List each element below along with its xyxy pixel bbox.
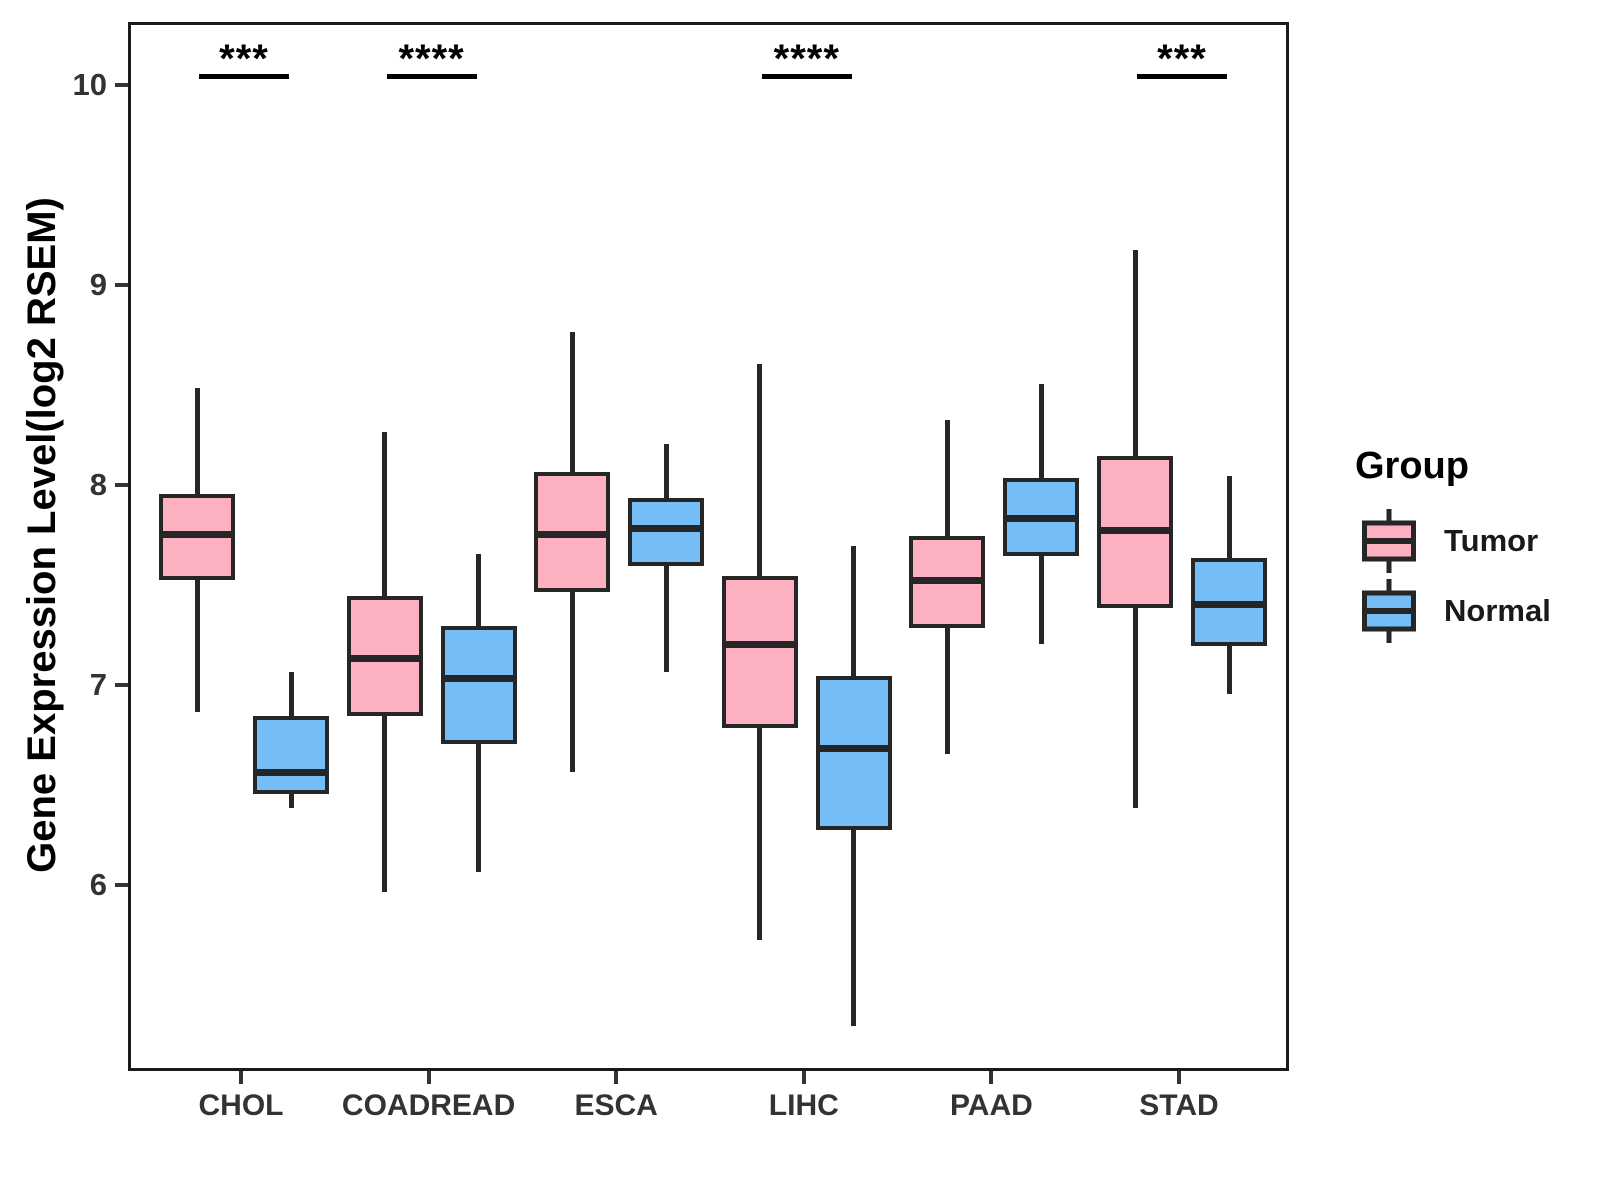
whisker-low-tumor-lihc <box>757 728 763 940</box>
significance-stars-coadread: **** <box>398 37 465 81</box>
x-tick-mark <box>426 1071 431 1084</box>
y-axis-title: Gene Expression Level(log2 RSEM) <box>20 197 64 873</box>
whisker-low-normal-coadread <box>476 744 482 872</box>
x-tick-mark <box>239 1071 243 1084</box>
significance-line-lihc <box>761 74 852 79</box>
y-tick-mark <box>115 483 128 487</box>
y-tick-label: 9 <box>89 267 107 302</box>
x-tick-mark <box>989 1071 994 1084</box>
legend-label-normal: Normal <box>1444 593 1551 628</box>
box-normal-esca <box>628 498 705 566</box>
box-normal-stad <box>1191 558 1267 646</box>
plot-panel: *** **** **** *** <box>128 22 1289 1071</box>
x-tick-label: PAAD <box>950 1089 1033 1122</box>
whisker-high-tumor-paad <box>944 420 950 536</box>
x-tick-mark <box>1177 1071 1181 1084</box>
y-tick-label: 6 <box>89 867 107 902</box>
whisker-high-tumor-coadread <box>382 432 388 596</box>
whisker-high-tumor-esca <box>569 332 575 472</box>
y-tick-label: 10 <box>72 67 107 102</box>
box-normal-lihc <box>815 676 892 830</box>
significance-stars-stad: *** <box>1157 37 1207 81</box>
whisker-high-tumor-lihc <box>757 364 763 576</box>
significance-line-chol <box>199 74 289 79</box>
median-line-normal-esca <box>632 524 701 532</box>
box-normal-paad <box>1003 478 1080 556</box>
whisker-high-normal-chol <box>288 672 294 716</box>
y-tick-mark <box>115 883 128 887</box>
tumor-boxplot-glyph-icon <box>1362 509 1416 573</box>
median-line-normal-coadread <box>444 674 513 682</box>
median-line-normal-lihc <box>819 744 888 752</box>
legend-label-tumor: Tumor <box>1444 523 1539 558</box>
box-normal-coadread <box>440 626 517 744</box>
x-tick-label: ESCA <box>574 1089 658 1122</box>
y-tick-mark <box>115 83 128 87</box>
median-line-normal-paad <box>1007 514 1076 522</box>
box-tumor-stad <box>1097 456 1173 608</box>
box-tumor-esca <box>534 472 611 592</box>
whisker-low-normal-stad <box>1226 646 1232 694</box>
whisker-high-tumor-stad <box>1132 250 1138 456</box>
whisker-low-normal-paad <box>1038 556 1044 644</box>
box-tumor-chol <box>159 494 235 580</box>
whisker-high-normal-coadread <box>476 554 482 626</box>
x-tick-mark <box>614 1071 619 1084</box>
box-tumor-paad <box>909 536 986 628</box>
median-line-tumor-lihc <box>725 640 794 648</box>
x-tick-mark <box>801 1071 806 1084</box>
whisker-low-normal-lihc <box>851 830 857 1026</box>
y-tick-label: 8 <box>89 467 107 502</box>
whisker-high-normal-lihc <box>851 546 857 676</box>
x-tick-label: STAD <box>1139 1089 1219 1122</box>
whisker-high-normal-stad <box>1226 476 1232 558</box>
normal-boxplot-glyph-icon <box>1362 579 1416 643</box>
median-line-normal-chol <box>257 768 325 776</box>
y-tick-mark <box>115 283 128 287</box>
box-normal-chol <box>253 716 329 794</box>
whisker-high-normal-paad <box>1038 384 1044 478</box>
median-line-normal-stad <box>1195 600 1263 608</box>
whisker-low-normal-chol <box>288 794 294 808</box>
y-tick-label: 7 <box>89 667 107 702</box>
significance-line-coadread <box>386 74 477 79</box>
median-line-tumor-esca <box>538 530 607 538</box>
box-tumor-coadread <box>346 596 423 716</box>
y-tick-mark <box>115 683 128 687</box>
significance-stars-chol: *** <box>219 37 269 81</box>
whisker-low-tumor-paad <box>944 628 950 754</box>
median-line-tumor-paad <box>913 576 982 584</box>
legend-key-tumor: Tumor <box>1360 509 1538 573</box>
whisker-high-normal-esca <box>663 444 669 498</box>
whisker-low-tumor-esca <box>569 592 575 772</box>
whisker-low-tumor-coadread <box>382 716 388 892</box>
median-line-tumor-stad <box>1101 526 1169 534</box>
median-line-tumor-chol <box>163 530 231 538</box>
x-tick-label: LIHC <box>768 1089 839 1122</box>
box-tumor-lihc <box>721 576 798 728</box>
x-tick-label: COADREAD <box>341 1089 516 1122</box>
legend-key-normal: Normal <box>1360 579 1551 643</box>
whisker-low-normal-esca <box>663 566 669 672</box>
median-line-tumor-coadread <box>350 654 419 662</box>
significance-line-stad <box>1137 74 1227 79</box>
whisker-high-tumor-chol <box>194 388 200 494</box>
significance-stars-lihc: **** <box>773 37 840 81</box>
whisker-low-tumor-chol <box>194 580 200 712</box>
legend-title: Group <box>1355 445 1469 487</box>
x-tick-label: CHOL <box>198 1089 284 1122</box>
whisker-low-tumor-stad <box>1132 608 1138 808</box>
